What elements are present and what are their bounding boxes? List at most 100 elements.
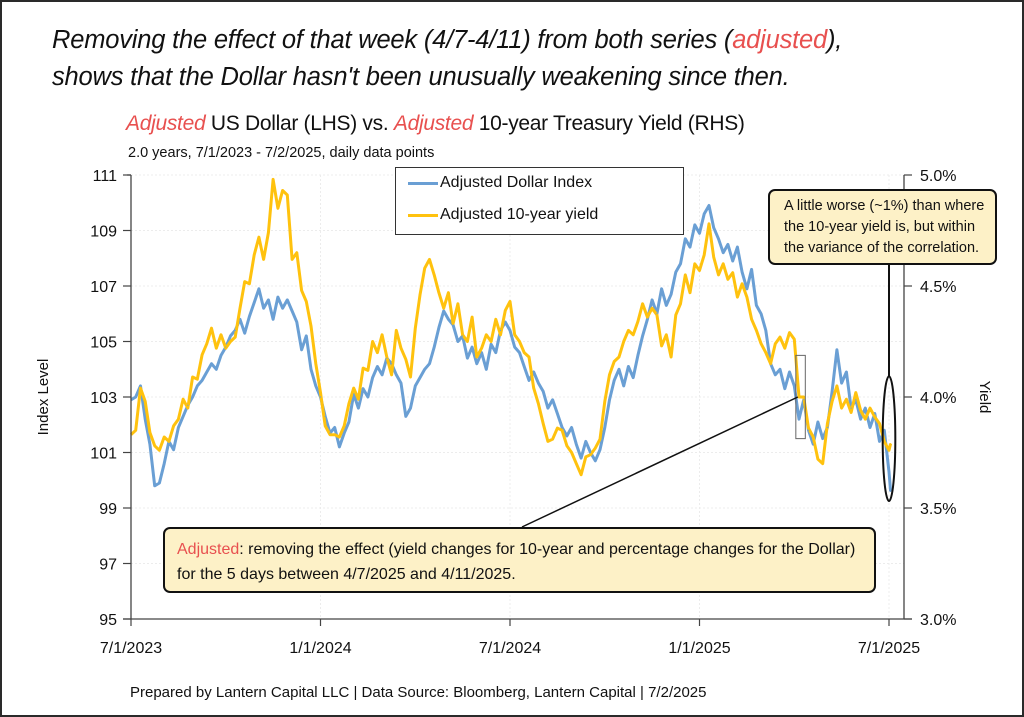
data-point-dollar <box>556 413 558 415</box>
leader-line-bottom <box>521 396 799 528</box>
data-point-dollar <box>755 304 757 307</box>
data-point-yield <box>343 425 345 427</box>
data-point-yield <box>286 194 288 196</box>
data-point-yield <box>390 374 393 376</box>
data-point-yield <box>589 454 592 456</box>
data-point-yield <box>722 263 724 265</box>
data-point-dollar <box>272 318 274 320</box>
data-point-yield <box>277 207 279 209</box>
data-point-dollar <box>338 446 341 448</box>
data-point-yield <box>187 407 189 409</box>
data-point-yield <box>831 400 833 403</box>
y-axis-label: Index Level <box>35 359 52 436</box>
data-point-dollar <box>343 432 345 434</box>
data-point-dollar <box>300 349 303 351</box>
series-line-dollar-index <box>130 204 893 492</box>
data-point-yield <box>751 318 753 320</box>
data-point-dollar <box>542 390 544 393</box>
data-point-yield <box>542 423 544 425</box>
data-point-dollar <box>831 390 833 393</box>
data-point-dollar <box>765 329 767 331</box>
data-point-yield <box>400 347 402 349</box>
data-point-yield <box>509 300 511 303</box>
data-point-yield <box>632 334 634 336</box>
data-point-yield <box>784 347 786 349</box>
data-point-yield <box>841 407 843 409</box>
data-point-yield <box>495 318 497 320</box>
data-point-dollar <box>613 379 615 381</box>
data-point-dollar <box>807 429 810 431</box>
data-point-yield <box>822 463 824 465</box>
data-point-yield <box>466 340 468 343</box>
data-point-dollar <box>504 321 506 323</box>
data-point-dollar <box>372 376 374 379</box>
data-point-yield <box>353 387 355 389</box>
data-point-yield <box>651 307 653 309</box>
data-point-dollar <box>570 426 573 429</box>
data-point-dollar <box>646 318 648 320</box>
legend-swatch-dollar <box>408 181 438 185</box>
data-point-dollar <box>855 399 857 401</box>
data-point-yield <box>869 407 871 409</box>
data-point-yield <box>229 340 232 343</box>
y-tick-label: 99 <box>99 501 117 518</box>
data-point-yield <box>836 385 838 387</box>
data-point-dollar <box>509 329 511 331</box>
data-point-dollar <box>746 288 748 290</box>
data-point-yield <box>471 316 473 318</box>
callout-bottom-text: : removing the effect (yield changes for… <box>177 541 856 583</box>
data-point-yield <box>518 340 521 343</box>
data-point-yield <box>888 449 890 451</box>
data-point-dollar <box>817 421 819 423</box>
data-point-dollar <box>812 443 814 445</box>
data-point-yield <box>623 340 625 343</box>
data-point-dollar <box>263 307 265 309</box>
data-point-yield <box>158 449 161 451</box>
x-tick-label: 1/1/2025 <box>668 640 730 657</box>
data-point-dollar <box>859 418 862 420</box>
data-point-yield <box>144 400 146 403</box>
data-point-dollar <box>656 313 658 315</box>
data-point-yield <box>319 391 322 394</box>
data-point-dollar <box>291 310 293 312</box>
data-point-yield <box>684 274 686 276</box>
data-point-dollar <box>480 352 483 354</box>
callout-bottom: Adjusted: removing the effect (yield cha… <box>163 527 876 593</box>
data-point-yield <box>859 409 862 411</box>
data-point-yield <box>798 396 800 398</box>
data-point-yield <box>642 303 644 305</box>
data-point-yield <box>637 320 639 323</box>
axes: 95 97 99 101 103 105 107 109 111 3.0% 3.5% 4.0% 4.5%… <box>90 168 956 657</box>
data-point-yield <box>457 303 459 305</box>
data-point-dollar <box>215 368 217 370</box>
y2-tick-label: 3.5% <box>920 501 956 518</box>
data-point-dollar <box>310 368 312 370</box>
data-point-yield <box>613 360 615 363</box>
data-point-yield <box>713 256 715 258</box>
data-point-yield <box>244 280 246 283</box>
data-point-dollar <box>684 238 686 240</box>
data-point-dollar <box>334 426 336 429</box>
legend-item-dollar: Adjusted Dollar Index <box>408 174 592 192</box>
data-point-yield <box>324 425 326 427</box>
data-point-dollar <box>348 421 350 423</box>
data-point-yield <box>381 334 383 336</box>
data-point-dollar <box>253 302 255 304</box>
data-point-dollar <box>575 443 577 445</box>
data-point-dollar <box>267 299 269 301</box>
data-point-yield <box>575 463 577 465</box>
data-point-dollar <box>580 457 582 459</box>
data-point-dollar <box>589 451 592 454</box>
data-point-dollar <box>533 371 535 373</box>
data-point-dollar <box>594 460 596 462</box>
data-point-dollar <box>864 407 866 409</box>
data-point-yield <box>315 363 317 365</box>
data-point-yield <box>561 429 563 431</box>
data-point-yield <box>210 327 213 329</box>
data-point-yield <box>523 352 525 354</box>
data-point-yield <box>698 269 701 272</box>
data-point-yield <box>580 474 582 476</box>
data-point-yield <box>447 292 450 294</box>
y2-tick-label: 5.0% <box>920 168 956 185</box>
chart-title: Adjusted US Dollar (LHS) vs. Adjusted 10… <box>126 112 745 136</box>
